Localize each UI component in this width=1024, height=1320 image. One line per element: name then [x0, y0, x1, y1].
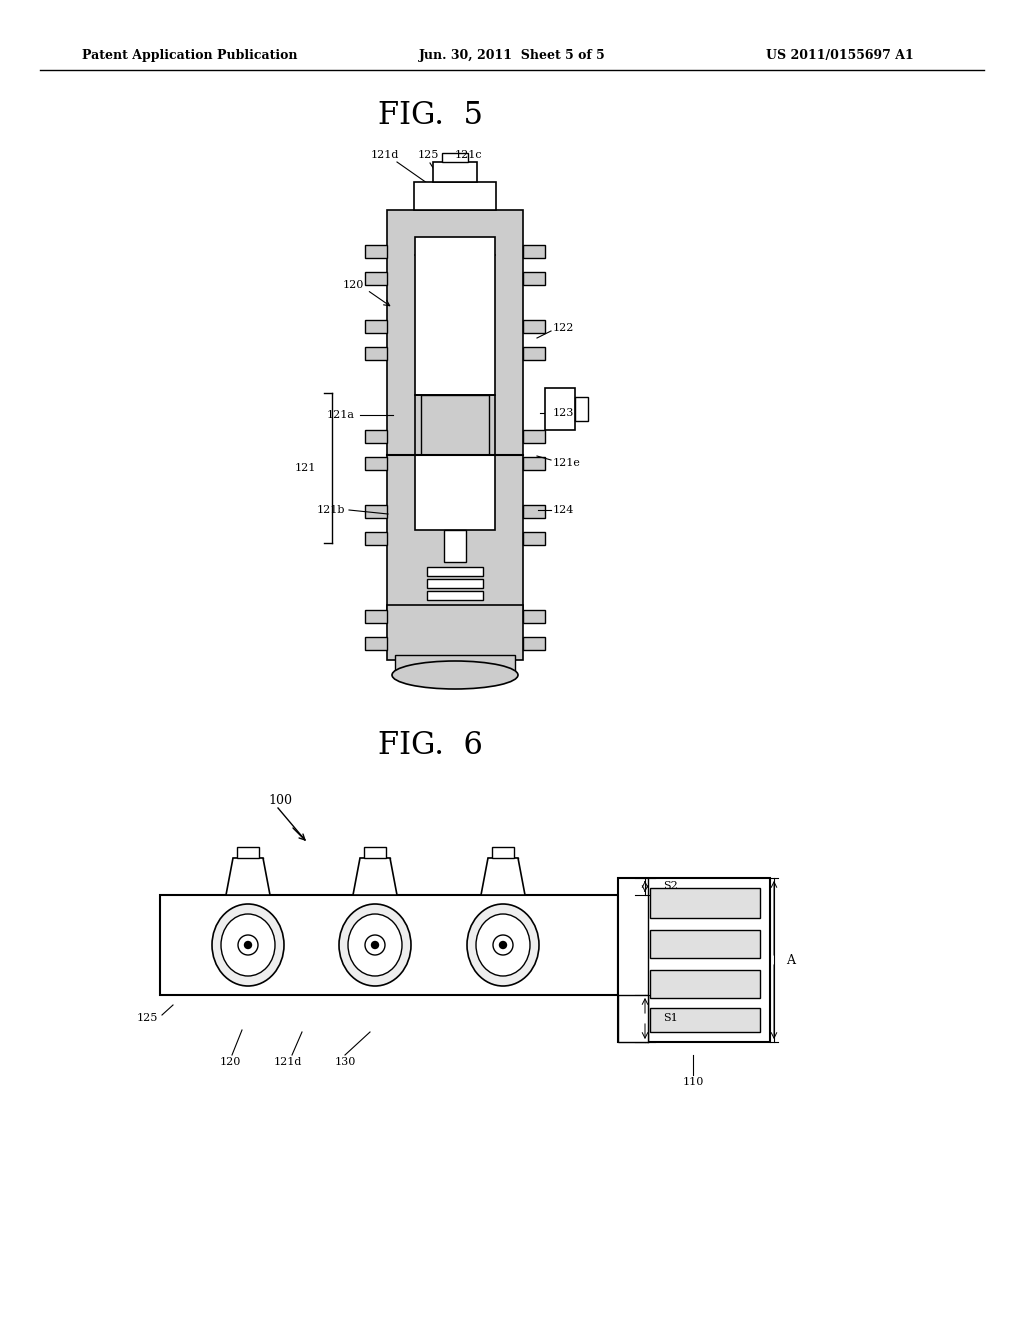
Circle shape — [238, 935, 258, 954]
Text: Jun. 30, 2011  Sheet 5 of 5: Jun. 30, 2011 Sheet 5 of 5 — [419, 49, 605, 62]
Text: 130: 130 — [334, 1057, 355, 1067]
Bar — [415, 395, 495, 455]
Bar — [444, 531, 466, 562]
Bar — [650, 888, 760, 917]
Bar — [160, 895, 618, 995]
Bar — [427, 579, 483, 587]
Bar — [618, 995, 648, 1041]
Bar — [387, 210, 523, 610]
Bar — [365, 638, 387, 649]
Bar — [523, 457, 545, 470]
Bar — [427, 591, 483, 601]
Bar — [414, 182, 496, 210]
Text: Patent Application Publication: Patent Application Publication — [82, 49, 298, 62]
Ellipse shape — [339, 904, 411, 986]
Bar — [365, 347, 387, 360]
Bar — [237, 847, 259, 858]
Ellipse shape — [467, 904, 539, 986]
Bar — [523, 347, 545, 360]
Text: 121d: 121d — [273, 1057, 302, 1067]
Text: 121: 121 — [295, 463, 316, 473]
Bar — [364, 847, 386, 858]
Ellipse shape — [348, 913, 402, 975]
Text: S2: S2 — [663, 880, 678, 891]
Bar — [442, 153, 468, 162]
Text: 125: 125 — [418, 150, 438, 160]
Bar — [523, 610, 545, 623]
Bar — [365, 246, 387, 257]
Bar — [575, 397, 588, 421]
Circle shape — [493, 935, 513, 954]
Ellipse shape — [392, 661, 518, 689]
Bar — [365, 506, 387, 517]
Text: 123: 123 — [553, 408, 574, 418]
Text: 125: 125 — [136, 1012, 158, 1023]
Bar — [433, 162, 477, 182]
Bar — [421, 395, 489, 455]
Bar — [415, 455, 495, 531]
Polygon shape — [353, 858, 397, 895]
Bar — [365, 272, 387, 285]
Text: A: A — [786, 953, 795, 966]
Bar — [523, 430, 545, 444]
Text: 100: 100 — [268, 793, 292, 807]
Text: 121a: 121a — [327, 411, 355, 420]
Text: 120: 120 — [342, 280, 364, 290]
Bar — [523, 638, 545, 649]
Text: 121e: 121e — [553, 458, 581, 469]
Bar — [650, 970, 760, 998]
Bar — [365, 457, 387, 470]
Text: FIG.  6: FIG. 6 — [378, 730, 482, 760]
Ellipse shape — [212, 904, 284, 986]
Bar — [365, 610, 387, 623]
Text: 121b: 121b — [316, 506, 345, 515]
Polygon shape — [481, 858, 525, 895]
Text: 120: 120 — [219, 1057, 241, 1067]
Bar — [523, 272, 545, 285]
Text: 121d: 121d — [371, 150, 399, 160]
Text: S1: S1 — [663, 1012, 678, 1023]
Bar — [427, 568, 483, 576]
Text: FIG.  5: FIG. 5 — [378, 99, 482, 131]
Bar — [395, 655, 515, 677]
Bar — [523, 506, 545, 517]
Polygon shape — [226, 858, 270, 895]
Ellipse shape — [476, 913, 530, 975]
Bar — [650, 1008, 760, 1032]
Ellipse shape — [221, 913, 275, 975]
Bar — [387, 605, 523, 660]
Circle shape — [372, 941, 379, 949]
Bar — [545, 388, 575, 430]
Text: 124: 124 — [553, 506, 574, 515]
Bar — [365, 532, 387, 545]
Text: US 2011/0155697 A1: US 2011/0155697 A1 — [766, 49, 913, 62]
Text: 122: 122 — [553, 323, 574, 333]
Bar — [415, 238, 495, 395]
Bar — [618, 878, 770, 1041]
Circle shape — [365, 935, 385, 954]
Bar — [365, 319, 387, 333]
Circle shape — [500, 941, 507, 949]
Text: 110: 110 — [682, 1077, 703, 1086]
Bar — [523, 319, 545, 333]
Bar — [365, 430, 387, 444]
Bar — [523, 246, 545, 257]
Circle shape — [245, 941, 252, 949]
Bar — [650, 931, 760, 958]
Text: 121c: 121c — [455, 150, 482, 160]
Bar — [492, 847, 514, 858]
Bar — [523, 532, 545, 545]
